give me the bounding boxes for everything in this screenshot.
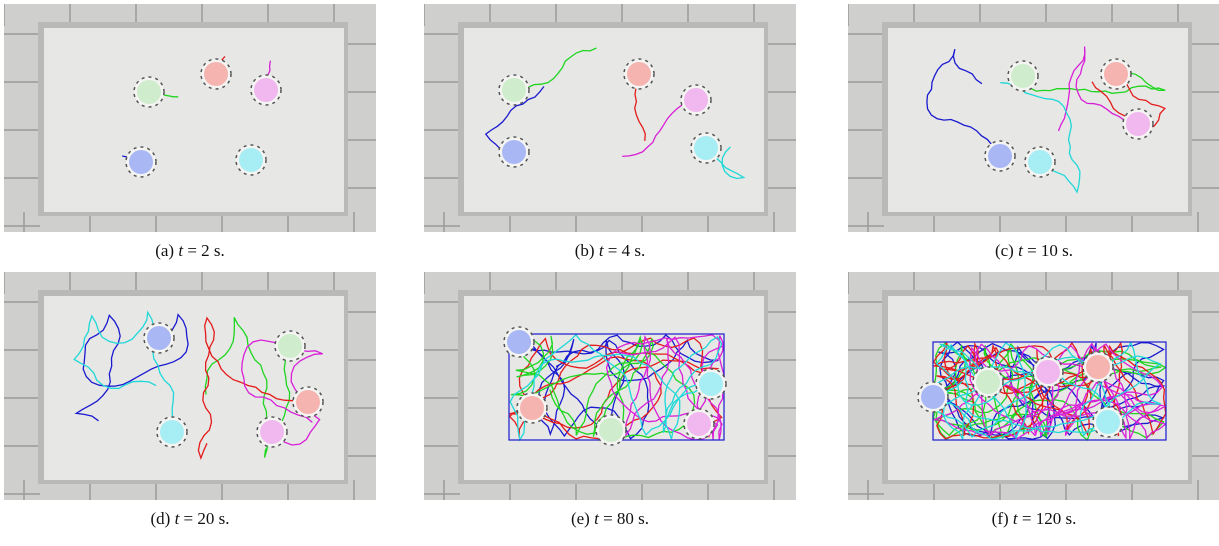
robot-light: [1028, 150, 1052, 174]
photo: [4, 4, 376, 232]
caption-text: = 20 s.: [183, 509, 230, 528]
robot-light: [1086, 355, 1110, 379]
caption-text: = 10 s.: [1027, 241, 1074, 260]
caption: (e) t = 80 s.: [424, 509, 796, 529]
trajectory: [204, 317, 291, 458]
robot-light: [694, 136, 718, 160]
panel: (f) t = 120 s.: [848, 272, 1219, 529]
caption-label: (d): [150, 509, 171, 528]
caption-variable: t: [594, 509, 599, 528]
trajectory: [197, 316, 309, 461]
photo: [424, 272, 796, 500]
robot-light: [239, 148, 263, 172]
photo: [424, 4, 796, 232]
robot-light: [1011, 64, 1035, 88]
floor: [464, 28, 764, 212]
robot-light: [1126, 112, 1150, 136]
trajectory: [622, 99, 697, 158]
photo: [848, 272, 1219, 500]
caption-variable: t: [1018, 241, 1023, 260]
trajectory: [931, 342, 1167, 441]
caption-label: (e): [570, 509, 590, 528]
caption-text: = 120 s.: [1021, 509, 1077, 528]
panel: (c) t = 10 s.: [848, 4, 1219, 261]
photo: [4, 272, 376, 500]
robot-light: [260, 420, 284, 444]
caption: (d) t = 20 s.: [4, 509, 376, 529]
robot-light: [988, 144, 1012, 168]
robot-light: [296, 390, 320, 414]
trajectory: [484, 86, 545, 153]
robot-light: [921, 385, 945, 409]
robot-light: [687, 412, 711, 436]
trajectory: [705, 146, 746, 180]
robot-light: [278, 334, 302, 358]
caption-variable: t: [598, 241, 604, 260]
panel: (b) t = 4 s.: [424, 4, 796, 261]
trajectory: [513, 47, 597, 91]
caption-label: (c): [994, 241, 1014, 260]
caption-variable: t: [174, 509, 180, 528]
robot-light: [520, 396, 544, 420]
caption: (a) t = 2 s.: [4, 241, 376, 261]
photo: [848, 4, 1219, 232]
robot-light: [502, 78, 526, 102]
caption: (b) t = 4 s.: [424, 241, 796, 261]
trajectory: [509, 333, 723, 442]
caption-text: = 80 s.: [603, 509, 650, 528]
floor: [44, 28, 344, 212]
robot-light: [627, 62, 651, 86]
caption-label: (b): [574, 241, 595, 260]
caption-variable: t: [178, 241, 184, 260]
caption: (f) t = 120 s.: [848, 509, 1219, 529]
robot-light: [1036, 360, 1060, 384]
robot-light: [699, 372, 723, 396]
caption-text: = 2 s.: [187, 241, 225, 260]
caption: (c) t = 10 s.: [848, 241, 1219, 261]
robot-light: [502, 140, 526, 164]
robot-light: [599, 418, 623, 442]
trajectory: [73, 310, 175, 433]
trajectory: [926, 49, 1001, 157]
robot-light: [129, 150, 153, 174]
panel: (d) t = 20 s.: [4, 272, 376, 529]
trajectory: [1057, 46, 1139, 132]
robot-light: [204, 62, 228, 86]
trajectory: [1000, 82, 1081, 194]
caption-variable: t: [1012, 509, 1018, 528]
trajectory: [1022, 72, 1166, 94]
robot-light: [976, 370, 1000, 394]
robot-light: [1104, 62, 1128, 86]
robot-light: [1096, 410, 1120, 434]
caption-text: = 4 s.: [607, 241, 646, 260]
robot-light: [137, 80, 161, 104]
robot-light: [160, 420, 184, 444]
caption-label: (f): [991, 509, 1009, 528]
robot-light: [507, 330, 531, 354]
trajectory: [1091, 73, 1167, 131]
robot-light: [254, 78, 278, 102]
robot-light: [684, 88, 708, 112]
panel: (e) t = 80 s.: [424, 272, 796, 529]
panel: (a) t = 2 s.: [4, 4, 376, 261]
robot-light: [147, 326, 171, 350]
caption-label: (a): [155, 241, 175, 260]
